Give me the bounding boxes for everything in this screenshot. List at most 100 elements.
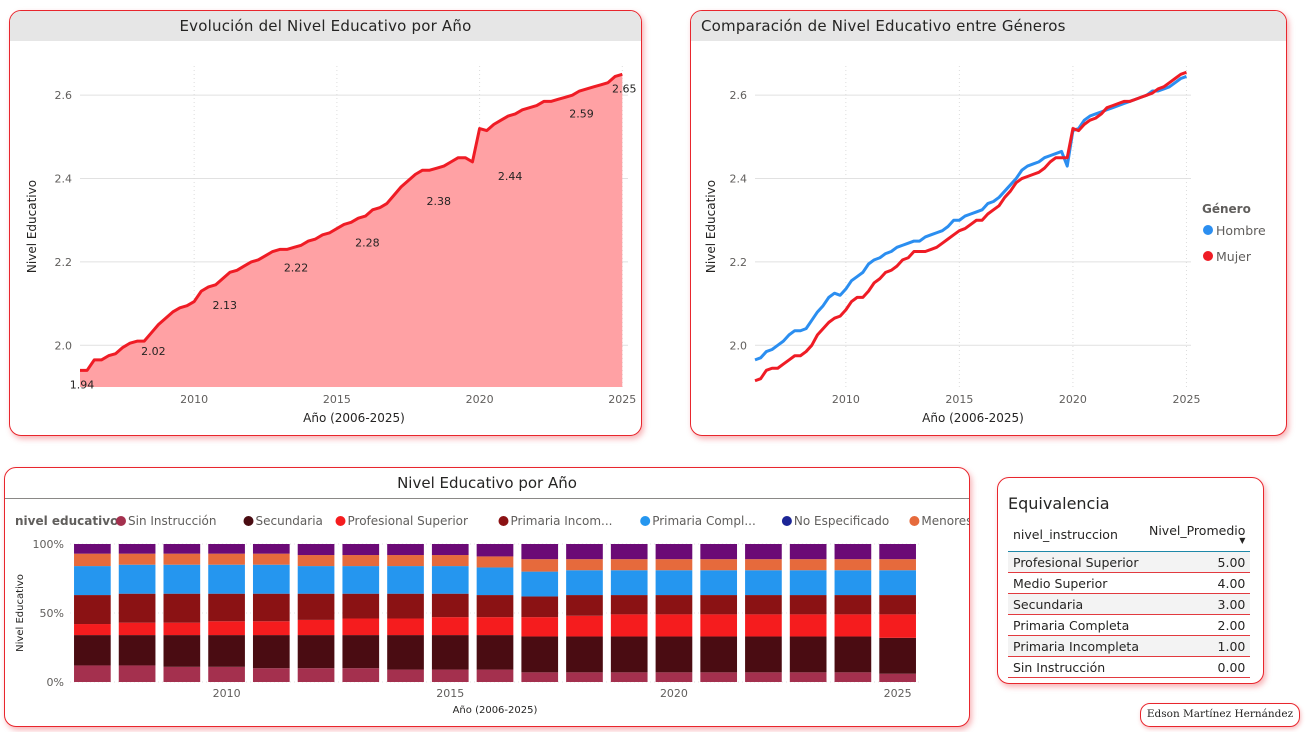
bar-segment [252, 635, 290, 669]
bar-segment [476, 567, 514, 596]
bar-segment [655, 636, 693, 673]
bar-segment [163, 593, 201, 623]
bar-segment [700, 614, 738, 637]
bar-segment [387, 669, 424, 682]
legend-label: No Especificado [794, 514, 889, 528]
bar-segment [476, 617, 514, 636]
y-tick-label: 2.2 [55, 256, 73, 269]
bar-segment [521, 559, 559, 572]
bar-segment [521, 636, 559, 673]
bar-segment [74, 635, 111, 666]
bar-segment [208, 593, 245, 622]
sort-descending-icon: ▼ [1239, 536, 1246, 545]
bar-segment [789, 544, 827, 560]
bar-segment [610, 570, 648, 596]
bar-segment [789, 595, 827, 615]
bar-segment [342, 566, 380, 594]
bar-segment [387, 635, 424, 670]
bar-segment [655, 570, 693, 596]
bar-segment [297, 555, 335, 567]
bar-segment [342, 555, 380, 567]
y-axis-title: Nivel Educativo [25, 180, 39, 273]
bar-segment [610, 672, 648, 682]
table-row[interactable]: Profesional Superior 5.00 [1008, 551, 1251, 573]
bar-segment [700, 636, 738, 673]
x-axis-title: Año (2006-2025) [922, 411, 1024, 425]
table-row[interactable]: Secundaria 3.00 [1008, 593, 1251, 615]
bar-segment [297, 635, 335, 669]
bar-segment [879, 559, 916, 571]
table-row[interactable]: Sin Instrucción 0.00 [1008, 656, 1251, 678]
bar-segment [163, 666, 201, 682]
bar-segment [431, 555, 469, 567]
y-tick-label: 0% [47, 676, 64, 689]
bar-segment [431, 617, 469, 636]
y-tick-label: 100% [33, 538, 64, 551]
bar-segment [789, 636, 827, 673]
series-line [80, 72, 623, 372]
bar-segment [208, 621, 245, 636]
cell-nivel-promedio: 5.00 [1143, 551, 1251, 573]
bar-segment [476, 595, 514, 618]
bar-segment [208, 635, 245, 667]
legend-label-mujer: Mujer [1216, 249, 1252, 264]
y-tick-label: 2.2 [730, 256, 748, 269]
area-fill [80, 74, 623, 388]
gender-chart-title: Comparación de Nivel Educativo entre Gén… [691, 11, 1286, 41]
bar-segment [118, 564, 156, 594]
bar-segment [387, 555, 424, 567]
cell-nivel-instruccion: Primaria Completa [1008, 614, 1144, 636]
legend-marker [781, 516, 792, 526]
data-label: 2.22 [284, 262, 309, 275]
area-chart-card: Evolución del Nivel Educativo por Año 2.… [9, 10, 642, 436]
table-row[interactable]: Primaria Completa 2.00 [1008, 614, 1251, 636]
bar-segment [163, 544, 201, 554]
gender-line-chart-card: Comparación de Nivel Educativo entre Gén… [690, 10, 1287, 436]
legend-marker [909, 516, 920, 526]
data-label: 2.65 [612, 82, 637, 95]
legend-marker [243, 516, 254, 526]
equivalence-title: Equivalencia [1008, 494, 1110, 513]
bar-segment [745, 595, 782, 615]
bar-segment [118, 544, 156, 554]
legend-label-hombre: Hombre [1216, 223, 1266, 238]
column-header-nivel-instruccion[interactable]: nivel_instruccion [1008, 520, 1144, 552]
bar-segment [610, 595, 648, 615]
bar-segment [834, 614, 872, 637]
bar-segment [118, 635, 156, 666]
cell-nivel-promedio: 1.00 [1143, 635, 1251, 657]
legend-label: Menores de 6 ... [921, 514, 970, 528]
bar-segment [297, 566, 335, 594]
bar-segment [700, 672, 738, 682]
bar-segment [566, 615, 603, 637]
bar-segment [521, 571, 559, 597]
bar-segment [74, 566, 111, 596]
bar-segment [118, 665, 156, 682]
bar-segment [566, 559, 603, 571]
author-badge: Edson Martínez Hernández [1140, 703, 1300, 727]
y-tick-label: 2.6 [730, 89, 748, 102]
bar-segment [789, 559, 827, 571]
bar-segment [745, 672, 782, 682]
x-axis-title: Año (2006-2025) [453, 705, 538, 716]
bar-segment [118, 553, 156, 565]
bar-segment [297, 593, 335, 620]
bar-segment [566, 672, 603, 682]
bar-segment [163, 622, 201, 636]
bar-segment [700, 544, 738, 560]
legend-title: Género [1202, 202, 1251, 216]
area-chart: 2.0 2.2 2.4 2.6 2010 2015 2020 2025 Año (2006-20… [25, 66, 637, 425]
bar-segment [476, 635, 514, 670]
column-header-nivel-promedio[interactable]: Nivel_Promedio ▼ [1143, 520, 1251, 552]
legend-marker [335, 516, 346, 526]
table-row[interactable]: Medio Superior 4.00 [1008, 572, 1251, 594]
table-row[interactable]: Primaria Incompleta 1.00 [1008, 635, 1251, 657]
bar-segment [789, 570, 827, 596]
legend-marker-hombre [1203, 225, 1213, 235]
bar-segment [879, 637, 916, 674]
bar-segment [74, 665, 111, 682]
bar-segment [879, 570, 916, 596]
bar-segment [879, 673, 916, 682]
bar-segment [566, 544, 603, 560]
legend-label: Primaria Compl... [652, 514, 756, 528]
